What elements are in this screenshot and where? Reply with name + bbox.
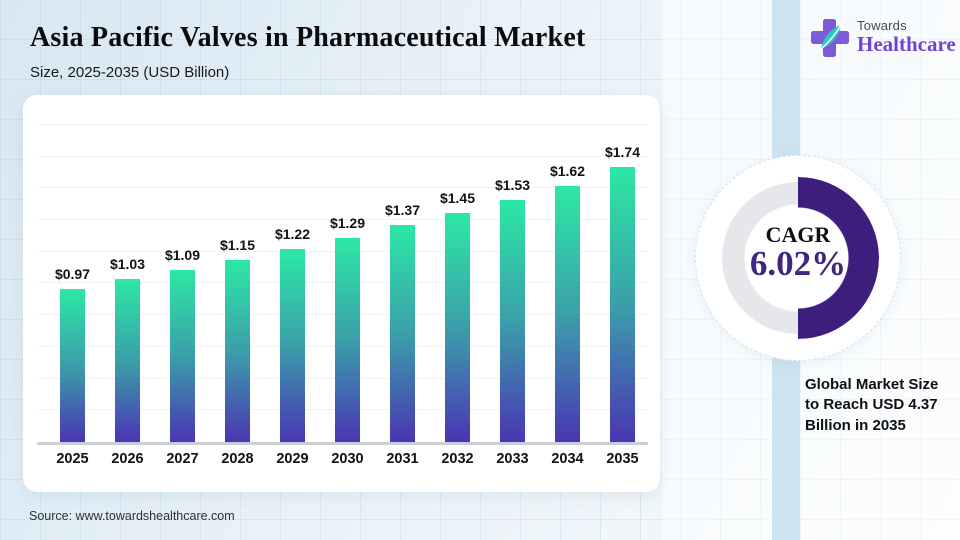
x-tick-label: 2027	[166, 451, 199, 467]
brand-name-top: Towards	[857, 18, 907, 33]
cagr-value: 6.02%	[749, 244, 847, 283]
bar-column: $1.15	[210, 237, 265, 442]
bar-chart-plot-area: $0.97 $1.03 $1.09 $1.15 $1.22 $1.29 $1.37 $1.45…	[23, 95, 660, 442]
bar	[115, 279, 140, 442]
bar-column: $1.45	[430, 190, 485, 442]
x-axis-baseline	[37, 442, 648, 445]
x-tick-label: 2031	[386, 451, 419, 467]
bar-column: $0.97	[45, 266, 100, 442]
bar-column: $1.62	[540, 163, 595, 442]
gridline	[37, 124, 648, 125]
source-attribution: Source: www.towardshealthcare.com	[29, 509, 235, 523]
bar	[445, 213, 470, 442]
bar-value-label: $1.62	[549, 163, 586, 179]
bar-chart-card: $0.97 $1.03 $1.09 $1.15 $1.22 $1.29 $1.37 $1.45…	[23, 95, 660, 492]
page-title: Asia Pacific Valves in Pharmaceutical Ma…	[30, 22, 586, 53]
gridline	[37, 219, 648, 220]
bar	[225, 260, 250, 442]
gridline	[37, 156, 648, 157]
x-axis-tick-labels: 2025 2026 2027 2028 2029 2030 2031 2032 2033 2034…	[23, 451, 660, 467]
bar-column: $1.29	[320, 215, 375, 442]
bar	[390, 225, 415, 442]
bar	[60, 289, 85, 442]
healthcare-cross-leaf-icon	[808, 16, 852, 60]
bar-column: $1.09	[155, 247, 210, 442]
bar-value-label: $1.37	[384, 202, 421, 218]
bar-value-label: $1.45	[439, 190, 476, 206]
x-tick-label: 2026	[111, 451, 144, 467]
bar-value-label: $1.22	[274, 226, 311, 242]
bar-column: $1.53	[485, 177, 540, 442]
bar-value-label: $1.29	[329, 215, 366, 231]
x-tick-label: 2028	[221, 451, 254, 467]
brand-logo-text: Towards Healthcare	[857, 16, 956, 64]
page-subtitle: Size, 2025-2035 (USD Billion)	[30, 64, 230, 81]
bar-column: $1.03	[100, 256, 155, 442]
bar	[500, 200, 525, 442]
bar	[610, 167, 635, 442]
bar-value-label: $1.03	[109, 256, 146, 272]
bar-value-label: $1.09	[164, 247, 201, 263]
bar	[170, 270, 195, 442]
market-size-callout: Global Market Size to Reach USD 4.37 Bil…	[805, 376, 939, 434]
x-tick-label: 2035	[606, 451, 639, 467]
bar-value-label: $1.15	[219, 237, 256, 253]
brand-logo: Towards Healthcare	[808, 16, 956, 64]
bar-value-label: $1.74	[604, 144, 641, 160]
bar	[555, 186, 580, 442]
x-tick-label: 2030	[331, 451, 364, 467]
cagr-gauge-arc	[717, 177, 879, 339]
x-tick-label: 2029	[276, 451, 309, 467]
bar-column: $1.37	[375, 202, 430, 442]
bar-value-label: $1.53	[494, 177, 531, 193]
bar-column: $1.22	[265, 226, 320, 442]
x-tick-label: 2034	[551, 451, 584, 467]
bar	[280, 249, 305, 442]
bar-column: $1.74	[595, 144, 650, 442]
x-tick-label: 2033	[496, 451, 529, 467]
x-tick-label: 2025	[56, 451, 89, 467]
cagr-label: CAGR	[765, 222, 831, 247]
brand-name-bottom: Healthcare	[857, 32, 956, 56]
cagr-gauge-text: CAGR 6.02%	[722, 224, 874, 283]
gridline	[37, 187, 648, 188]
bar	[335, 238, 360, 442]
bar-value-label: $0.97	[54, 266, 91, 282]
x-tick-label: 2032	[441, 451, 474, 467]
